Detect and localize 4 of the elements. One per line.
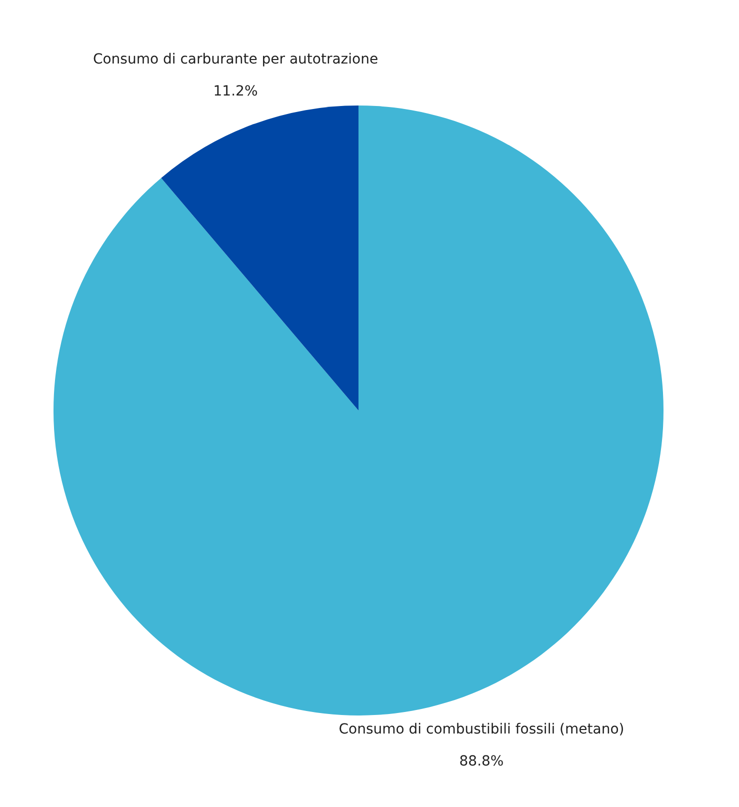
data-label: 11.2%	[213, 84, 258, 100]
slice-label: Consumo di combustibili fossili (metano)	[338, 721, 624, 738]
slice-label: Consumo di carburante per autotrazione	[92, 52, 378, 68]
data-label: 88.8%	[459, 753, 504, 770]
